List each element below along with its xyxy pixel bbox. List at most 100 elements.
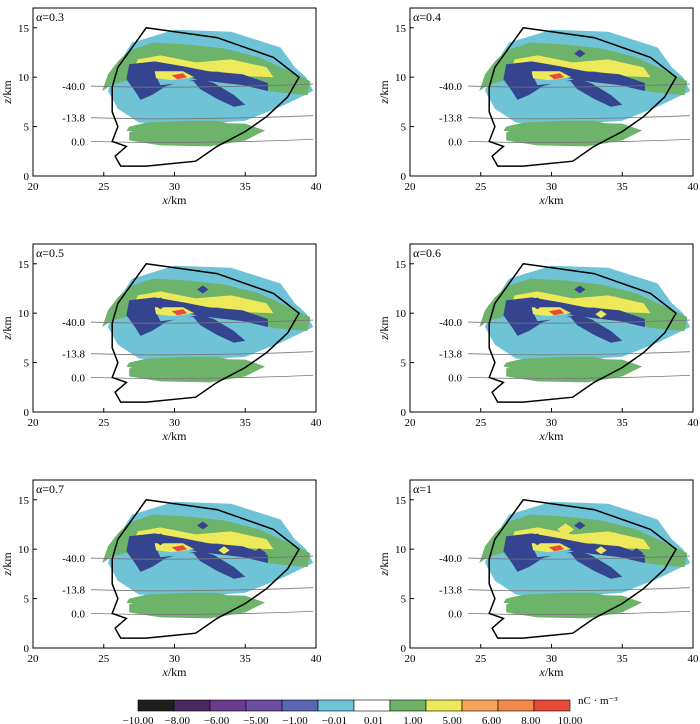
isotherm-line [90, 555, 314, 560]
x-tick-label: 25 [98, 653, 110, 665]
y-tick-label: 15 [18, 495, 30, 507]
contour-blue-arc-right [188, 547, 246, 579]
isotherm-label: 0.0 [71, 372, 85, 384]
isotherm-label: 0.0 [448, 136, 462, 148]
contour-fragment [629, 548, 644, 559]
contour-fragment [608, 532, 623, 543]
x-tick-label: 40 [311, 417, 323, 429]
y-tick-label: 5 [24, 122, 30, 134]
panel-label: α=0.7 [36, 482, 64, 496]
y-axis-label: z/km [0, 80, 14, 105]
colorbar-tick-label: −8.00 [165, 715, 191, 724]
contour-fragment [218, 546, 230, 555]
x-tick-label: 40 [311, 181, 323, 193]
colorbar-tick-label: −5.00 [243, 715, 269, 724]
y-tick-label: 15 [395, 495, 407, 507]
colorbar-tick-label: 10.00 [558, 715, 583, 724]
y-axis-label: z/km [377, 552, 391, 577]
isotherm-line [90, 83, 314, 88]
y-tick-label: 0 [401, 407, 407, 419]
y-tick-label: 5 [24, 358, 30, 370]
isotherm-label: -13.8 [439, 585, 462, 597]
x-axis-label: x/km [539, 665, 565, 679]
x-tick-label: 30 [169, 653, 181, 665]
cloud-boundary [488, 262, 677, 403]
contour-blue-arc-right [188, 311, 246, 343]
contour-red-core [171, 545, 188, 552]
panel-label: α=0.4 [413, 10, 441, 24]
contour-green-lower [503, 592, 611, 608]
panel-1: -40.0 -13.8 0.0 α=0.3 20 25 30 35 40 0 5 10 15 x/km z/… [0, 7, 323, 207]
colorbar-swatch [317, 699, 355, 712]
isotherm-label: -13.8 [439, 349, 462, 361]
isotherm-label: -40.0 [439, 553, 462, 565]
contour-green-lower [126, 592, 234, 608]
x-tick-label: 30 [169, 181, 181, 193]
x-tick-label: 20 [405, 181, 417, 193]
x-tick-label: 25 [98, 181, 110, 193]
x-tick-label: 30 [169, 417, 181, 429]
panel-4: -40.0 -13.8 0.0 α=0.6 20 25 30 35 40 0 5 10 15 x/km z/… [377, 243, 700, 443]
x-tick-label: 20 [28, 417, 40, 429]
panel-5: -40.0 -13.8 0.0 α=0.7 20 25 30 35 40 0 5 10 15 x/km z/… [0, 479, 323, 679]
colorbar: −10.00 −8.00 −6.00 −5.00 −1.00 −0.01 0.01 1.00 5… [123, 695, 619, 724]
contour-blue-arc-right [565, 75, 623, 107]
isotherm-label: 0.0 [448, 608, 462, 620]
colorbar-tick-label: −10.00 [123, 715, 154, 724]
contour-red-core [548, 309, 565, 316]
isotherm-label: -13.8 [62, 349, 85, 361]
x-tick-label: 35 [240, 417, 252, 429]
y-tick-label: 0 [24, 407, 30, 419]
colorbar-swatch [497, 699, 535, 712]
y-tick-label: 10 [395, 544, 407, 556]
x-tick-label: 40 [311, 653, 323, 665]
colorbar-tick-label: −0.01 [322, 715, 347, 724]
colorbar-swatch [245, 699, 283, 712]
x-tick-label: 35 [617, 653, 629, 665]
contour-green-lower [503, 356, 611, 372]
y-tick-label: 10 [395, 308, 407, 320]
panels-group: -40.0 -13.8 0.0 α=0.3 20 25 30 35 40 0 5 10 15 x/km z/… [0, 7, 700, 679]
isotherm-label: -40.0 [439, 81, 462, 93]
contour-red-core [548, 73, 565, 80]
cloud-boundary [111, 262, 300, 403]
colorbar-tick-label: 0.01 [364, 715, 383, 724]
isotherm-label: -13.8 [62, 585, 85, 597]
isotherm-label: 0.0 [71, 608, 85, 620]
panel-label: α=0.3 [36, 10, 64, 24]
x-axis-label: x/km [162, 429, 188, 443]
y-tick-label: 5 [401, 122, 407, 134]
contour-fragment [231, 296, 246, 307]
y-axis-label: z/km [0, 552, 14, 577]
y-tick-label: 0 [24, 171, 30, 183]
contour-fragment [151, 533, 169, 546]
x-axis-label: x/km [162, 193, 188, 207]
y-axis-label: z/km [377, 80, 391, 105]
cloud-boundary [488, 498, 677, 639]
cloud-boundary [111, 498, 300, 639]
panel-2: -40.0 -13.8 0.0 α=0.4 20 25 30 35 40 0 5 10 15 x/km z/… [377, 7, 700, 207]
isotherm-label: -13.8 [439, 113, 462, 125]
contour-fragment [197, 285, 209, 294]
contour-red-core [548, 545, 565, 552]
contour-red-core [171, 73, 188, 80]
isotherm-label: -40.0 [439, 317, 462, 329]
x-tick-label: 40 [688, 181, 700, 193]
isotherm-line [90, 319, 314, 324]
y-tick-label: 0 [24, 643, 30, 655]
colorbar-swatch [209, 699, 247, 712]
contour-green-lower [503, 120, 611, 136]
x-tick-label: 35 [617, 181, 629, 193]
contour-fragment [608, 296, 623, 307]
isotherm-label: -13.8 [62, 113, 85, 125]
y-axis-label: z/km [377, 316, 391, 341]
contour-fragment [595, 546, 607, 555]
cloud-boundary [488, 26, 677, 167]
colorbar-swatch [353, 699, 391, 712]
x-axis-label: x/km [162, 665, 188, 679]
isotherm-label: 0.0 [448, 372, 462, 384]
x-tick-label: 40 [688, 417, 700, 429]
contour-fragment [151, 297, 169, 310]
y-tick-label: 10 [18, 72, 30, 84]
contour-green-lower [126, 356, 234, 372]
